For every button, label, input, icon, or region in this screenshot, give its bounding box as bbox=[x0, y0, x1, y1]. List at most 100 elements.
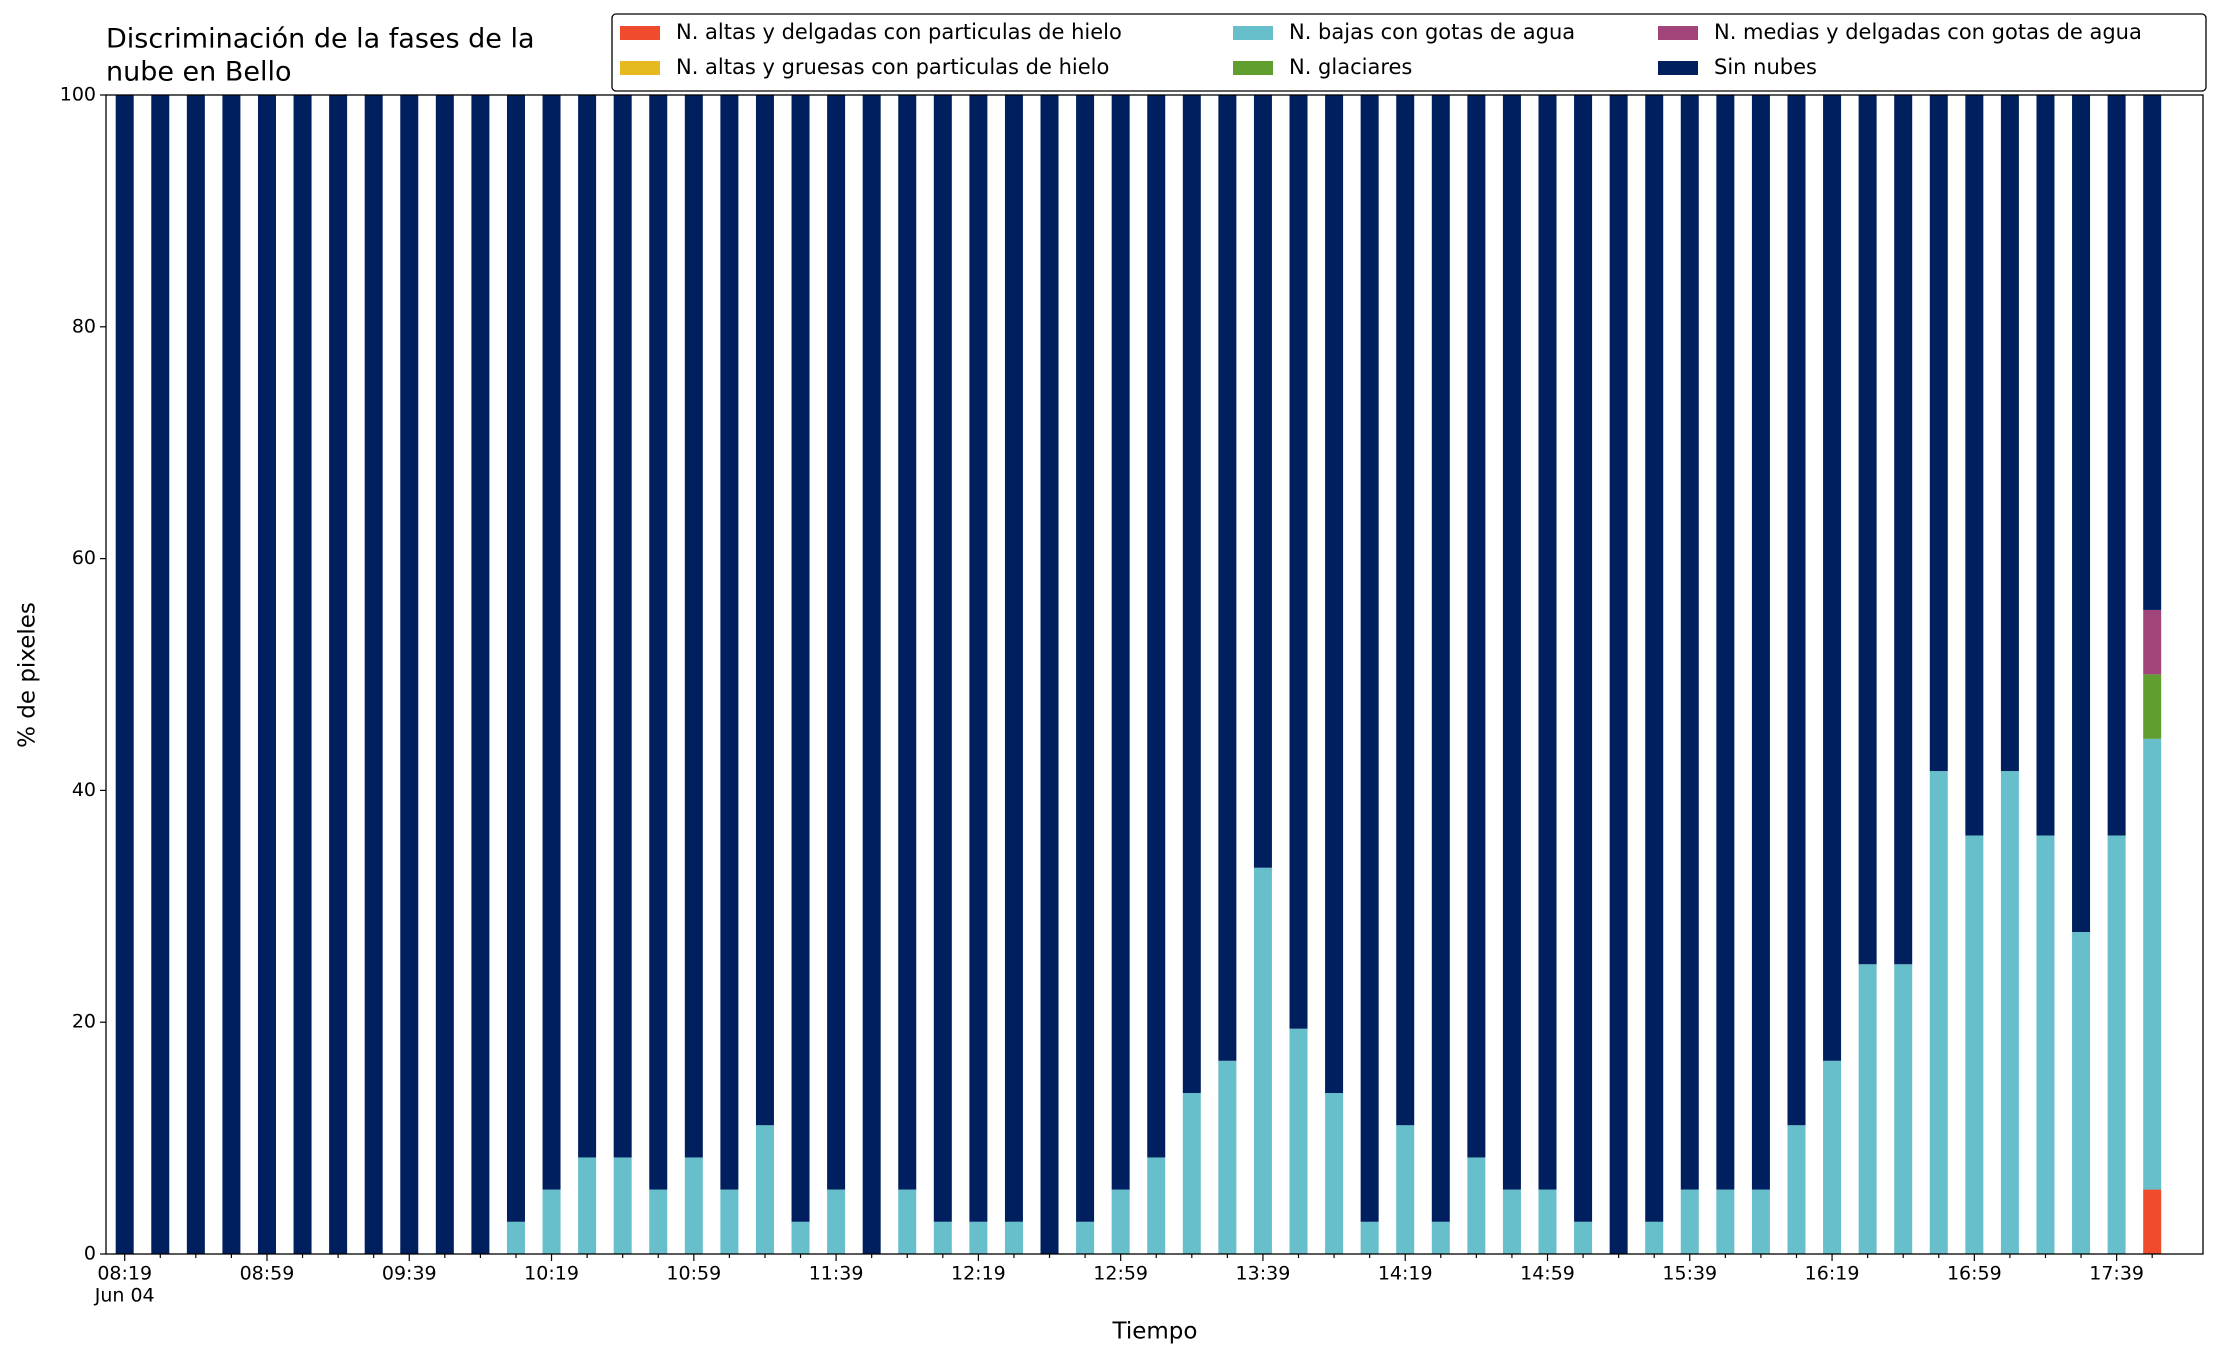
x-tick-label: 14:59 bbox=[1520, 1263, 1575, 1285]
bar-segment bbox=[969, 95, 988, 1222]
bar-segment bbox=[1325, 1093, 1344, 1254]
bar-segment bbox=[1360, 1221, 1379, 1254]
bar-segment bbox=[1858, 95, 1877, 965]
bar-segment bbox=[1574, 1221, 1593, 1254]
bar-segment bbox=[1965, 95, 1984, 836]
bar-segment bbox=[1218, 95, 1237, 1061]
legend-swatch bbox=[620, 26, 660, 40]
x-tick-label: 09:39 bbox=[382, 1263, 437, 1285]
bar-segment bbox=[1467, 1157, 1486, 1254]
x-tick-label: 14:19 bbox=[1378, 1263, 1433, 1285]
bar-segment bbox=[506, 95, 525, 1222]
bar-segment bbox=[1147, 1157, 1166, 1254]
legend-swatch bbox=[1658, 26, 1698, 40]
legend-swatch bbox=[1658, 61, 1698, 75]
bar-segment bbox=[791, 1221, 810, 1254]
bar-segment bbox=[684, 95, 703, 1158]
x-tick-label: 16:19 bbox=[1805, 1263, 1860, 1285]
bar-segment bbox=[222, 95, 241, 1254]
x-tick-label: 08:19 bbox=[97, 1263, 152, 1285]
bar-segment bbox=[1645, 95, 1664, 1222]
bar-segment bbox=[471, 95, 490, 1254]
bar-segment bbox=[1147, 95, 1166, 1158]
bar-segment bbox=[862, 95, 881, 1254]
bar-segment bbox=[613, 95, 632, 1158]
bar-segment bbox=[649, 95, 668, 1190]
bar-segment bbox=[1823, 95, 1842, 1061]
bar-segment bbox=[1289, 1028, 1308, 1254]
bar-segment bbox=[151, 95, 170, 1254]
legend-label: N. glaciares bbox=[1289, 55, 1412, 79]
bar-segment bbox=[1004, 95, 1023, 1222]
legend-label: N. altas y gruesas con particulas de hie… bbox=[676, 55, 1109, 79]
bar-segment bbox=[1609, 95, 1628, 1254]
bar-segment bbox=[2107, 835, 2126, 1254]
bar-segment bbox=[1538, 95, 1557, 1190]
x-tick-label: 10:59 bbox=[666, 1263, 721, 1285]
chart-title: nube en Bello bbox=[106, 57, 292, 88]
bar-segment bbox=[720, 1189, 739, 1254]
bar-segment bbox=[933, 1221, 952, 1254]
bar-segment bbox=[1716, 1189, 1735, 1254]
bar-segment bbox=[1894, 95, 1913, 965]
legend-label: N. medias y delgadas con gotas de agua bbox=[1714, 20, 2142, 44]
y-tick-label: 20 bbox=[72, 1011, 96, 1033]
x-tick-sublabel: Jun 04 bbox=[94, 1285, 155, 1307]
bar-segment bbox=[542, 1189, 561, 1254]
bar-segment bbox=[1751, 95, 1770, 1190]
bar-segment bbox=[1076, 95, 1095, 1222]
bar-segment bbox=[898, 1189, 917, 1254]
bar-segment bbox=[1182, 95, 1201, 1094]
bar-segment bbox=[1467, 95, 1486, 1158]
bar-segment bbox=[542, 95, 561, 1190]
bar-segment bbox=[2143, 94, 2162, 610]
bar-segment bbox=[1645, 1221, 1664, 1254]
bar-segment bbox=[329, 95, 348, 1254]
bar-segment bbox=[400, 95, 419, 1254]
bar-segment bbox=[1502, 95, 1521, 1190]
bar-segment bbox=[2072, 95, 2091, 933]
bar-segment bbox=[2107, 95, 2126, 836]
bar-segment bbox=[2000, 95, 2019, 772]
bar-segment bbox=[115, 95, 134, 1254]
bar-segment bbox=[1502, 1189, 1521, 1254]
legend-label: N. bajas con gotas de agua bbox=[1289, 20, 1575, 44]
bar-segment bbox=[186, 95, 205, 1254]
x-tick-label: 11:39 bbox=[809, 1263, 864, 1285]
bar-segment bbox=[1858, 964, 1877, 1254]
chart-title: Discriminación de la fases de la bbox=[106, 24, 535, 55]
bar-segment bbox=[1396, 95, 1415, 1126]
bar-segment bbox=[578, 95, 597, 1158]
bar-segment bbox=[791, 95, 810, 1222]
bar-segment bbox=[1253, 95, 1272, 868]
legend-swatch bbox=[1233, 61, 1273, 75]
bar-segment bbox=[293, 95, 312, 1254]
bar-segment bbox=[1680, 95, 1699, 1190]
bar-segment bbox=[1538, 1189, 1557, 1254]
bar-segment bbox=[969, 1221, 988, 1254]
bar-segment bbox=[1965, 835, 1984, 1254]
bar-segment bbox=[1716, 95, 1735, 1190]
bar-segment bbox=[2143, 674, 2162, 739]
y-tick-label: 60 bbox=[72, 547, 96, 569]
bar-segment bbox=[1111, 95, 1130, 1190]
bar-segment bbox=[2000, 771, 2019, 1254]
x-axis-label: Tiempo bbox=[1112, 1319, 1198, 1345]
bar-segment bbox=[1894, 964, 1913, 1254]
bar-segment bbox=[2143, 1189, 2162, 1254]
bar-segment bbox=[684, 1157, 703, 1254]
bar-segment bbox=[755, 1125, 774, 1254]
bar-segment bbox=[1787, 95, 1806, 1126]
bar-segment bbox=[827, 95, 846, 1190]
bar-segment bbox=[720, 95, 739, 1190]
bar-segment bbox=[1004, 1221, 1023, 1254]
y-tick-label: 40 bbox=[72, 779, 96, 801]
y-tick-label: 80 bbox=[72, 315, 96, 337]
bar-segment bbox=[2072, 932, 2091, 1254]
bar-segment bbox=[1360, 95, 1379, 1222]
bar-segment bbox=[1574, 95, 1593, 1222]
bar-segment bbox=[435, 95, 454, 1254]
y-tick-label: 100 bbox=[60, 84, 96, 106]
bar-segment bbox=[1431, 95, 1450, 1222]
